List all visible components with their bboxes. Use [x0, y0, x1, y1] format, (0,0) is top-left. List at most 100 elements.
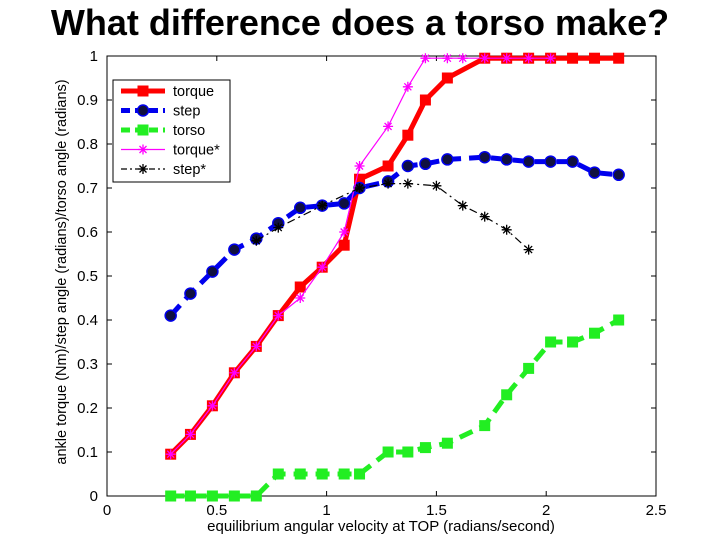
data-point-step: [293, 201, 307, 215]
x-tick-label: 2: [542, 502, 550, 519]
data-point-step: [206, 265, 219, 278]
data-point-torque-star: [402, 81, 413, 92]
data-point-torso: [338, 468, 350, 480]
data-point-step-star: [251, 235, 262, 246]
data-point-torso: [272, 468, 284, 480]
series-torso: [165, 314, 625, 502]
y-tick-label: 0.4: [77, 312, 98, 329]
data-point-step: [401, 159, 415, 173]
series-line-torso: [170, 317, 620, 499]
data-point-torso: [441, 437, 453, 449]
x-tick-label: 1: [322, 502, 330, 519]
legend-label-torque: torque: [173, 84, 214, 100]
data-point-torque-star: [420, 53, 431, 64]
data-point-torque-star: [185, 429, 196, 440]
series-line-torque: [168, 55, 619, 456]
data-point-torque: [382, 160, 394, 172]
x-axis-ticks: 0 0.5 1 1.5 2 2.5: [103, 56, 667, 519]
y-tick-label: 0.5: [77, 268, 98, 285]
data-point-torso: [545, 336, 557, 348]
data-point-step: [588, 166, 601, 179]
data-point-torque-star: [442, 53, 453, 64]
data-point-torso: [523, 362, 535, 374]
x-tick-label: 0.5: [206, 502, 227, 519]
data-point-torque: [419, 94, 431, 106]
data-point-step: [184, 287, 197, 300]
data-point-step-star: [457, 200, 468, 211]
data-point-torso: [402, 446, 414, 458]
data-point-step: [419, 157, 432, 171]
y-tick-label: 0.1: [77, 444, 98, 461]
data-point-torso: [206, 490, 218, 502]
data-point-torque-star: [523, 53, 534, 64]
data-point-step: [522, 155, 535, 168]
data-point-step: [500, 153, 513, 166]
data-point-step-star: [431, 180, 442, 191]
data-point-step-star: [354, 183, 365, 193]
y-tick-label: 0.3: [77, 356, 98, 373]
data-point-torque-star: [545, 53, 556, 64]
x-axis-label: equilibrium angular velocity at TOP (rad…: [207, 518, 555, 535]
data-point-torque-star: [295, 293, 306, 303]
data-point-torque-star: [229, 367, 240, 378]
data-point-torso: [613, 314, 625, 326]
data-point-step-star: [523, 244, 534, 255]
data-point-torso: [501, 389, 513, 401]
y-tick-label: 0.7: [77, 180, 98, 197]
data-point-step: [544, 155, 557, 168]
x-tick-label: 2.5: [646, 502, 667, 519]
legend: torque step torso torque* step*: [112, 79, 231, 183]
data-point-torque: [338, 239, 350, 251]
data-point-torso: [419, 442, 431, 454]
data-point-step-star: [317, 200, 328, 211]
data-point-torque: [402, 129, 414, 141]
y-axis-ticks: 0 0.1 0.2 0.3 0.4 0.5 0.6 0.7 0.8 0.9 1: [77, 48, 656, 505]
data-point-torque: [589, 52, 601, 64]
legend-marker-step-star: [138, 164, 148, 174]
data-point-torque: [441, 72, 453, 84]
y-tick-label: 0.8: [77, 136, 98, 153]
y-tick-label: 0.9: [77, 92, 98, 109]
data-point-torso: [184, 490, 196, 502]
legend-label-step-star: step*: [173, 162, 206, 178]
series-step: [164, 150, 625, 322]
data-point-torque-star: [383, 121, 394, 132]
data-point-torso: [567, 336, 579, 348]
series-step-star: [251, 178, 534, 255]
y-tick-label: 0.2: [77, 400, 98, 417]
data-point-torque-star: [317, 262, 328, 273]
data-point-torque: [613, 52, 625, 64]
data-point-torque-star: [207, 400, 218, 411]
data-point-step-star: [501, 224, 512, 235]
series-line-step: [168, 154, 619, 318]
legend-label-step: step: [173, 104, 200, 120]
data-point-step: [566, 155, 579, 168]
data-point-torso: [228, 490, 240, 502]
legend-marker-torque: [137, 85, 149, 97]
data-point-step-star: [273, 222, 284, 233]
legend-label-torque-star: torque*: [173, 143, 220, 159]
data-point-step-star: [383, 178, 394, 189]
data-point-torso: [589, 327, 601, 339]
data-point-torque-star: [354, 161, 365, 171]
data-point-torque-star: [501, 53, 512, 64]
data-point-step-star: [479, 211, 490, 222]
data-point-step: [478, 150, 491, 164]
data-point-torso: [382, 446, 394, 458]
data-point-step: [164, 309, 177, 322]
y-tick-label: 0.6: [77, 224, 98, 241]
x-tick-label: 1.5: [426, 502, 447, 519]
data-point-torso: [294, 468, 306, 480]
legend-box: [112, 79, 231, 183]
data-point-step-star: [402, 178, 413, 189]
legend-label-torso: torso: [173, 123, 205, 139]
data-point-step: [612, 168, 625, 182]
data-point-torso: [250, 490, 262, 502]
data-point-torso: [479, 420, 491, 432]
data-point-step: [228, 243, 241, 256]
data-point-torque-star: [479, 53, 490, 64]
data-point-torque-star: [273, 310, 284, 321]
y-axis-label: ankle torque (Nm)/step angle (radians)/t…: [54, 79, 70, 464]
data-point-torque-star: [457, 53, 468, 64]
